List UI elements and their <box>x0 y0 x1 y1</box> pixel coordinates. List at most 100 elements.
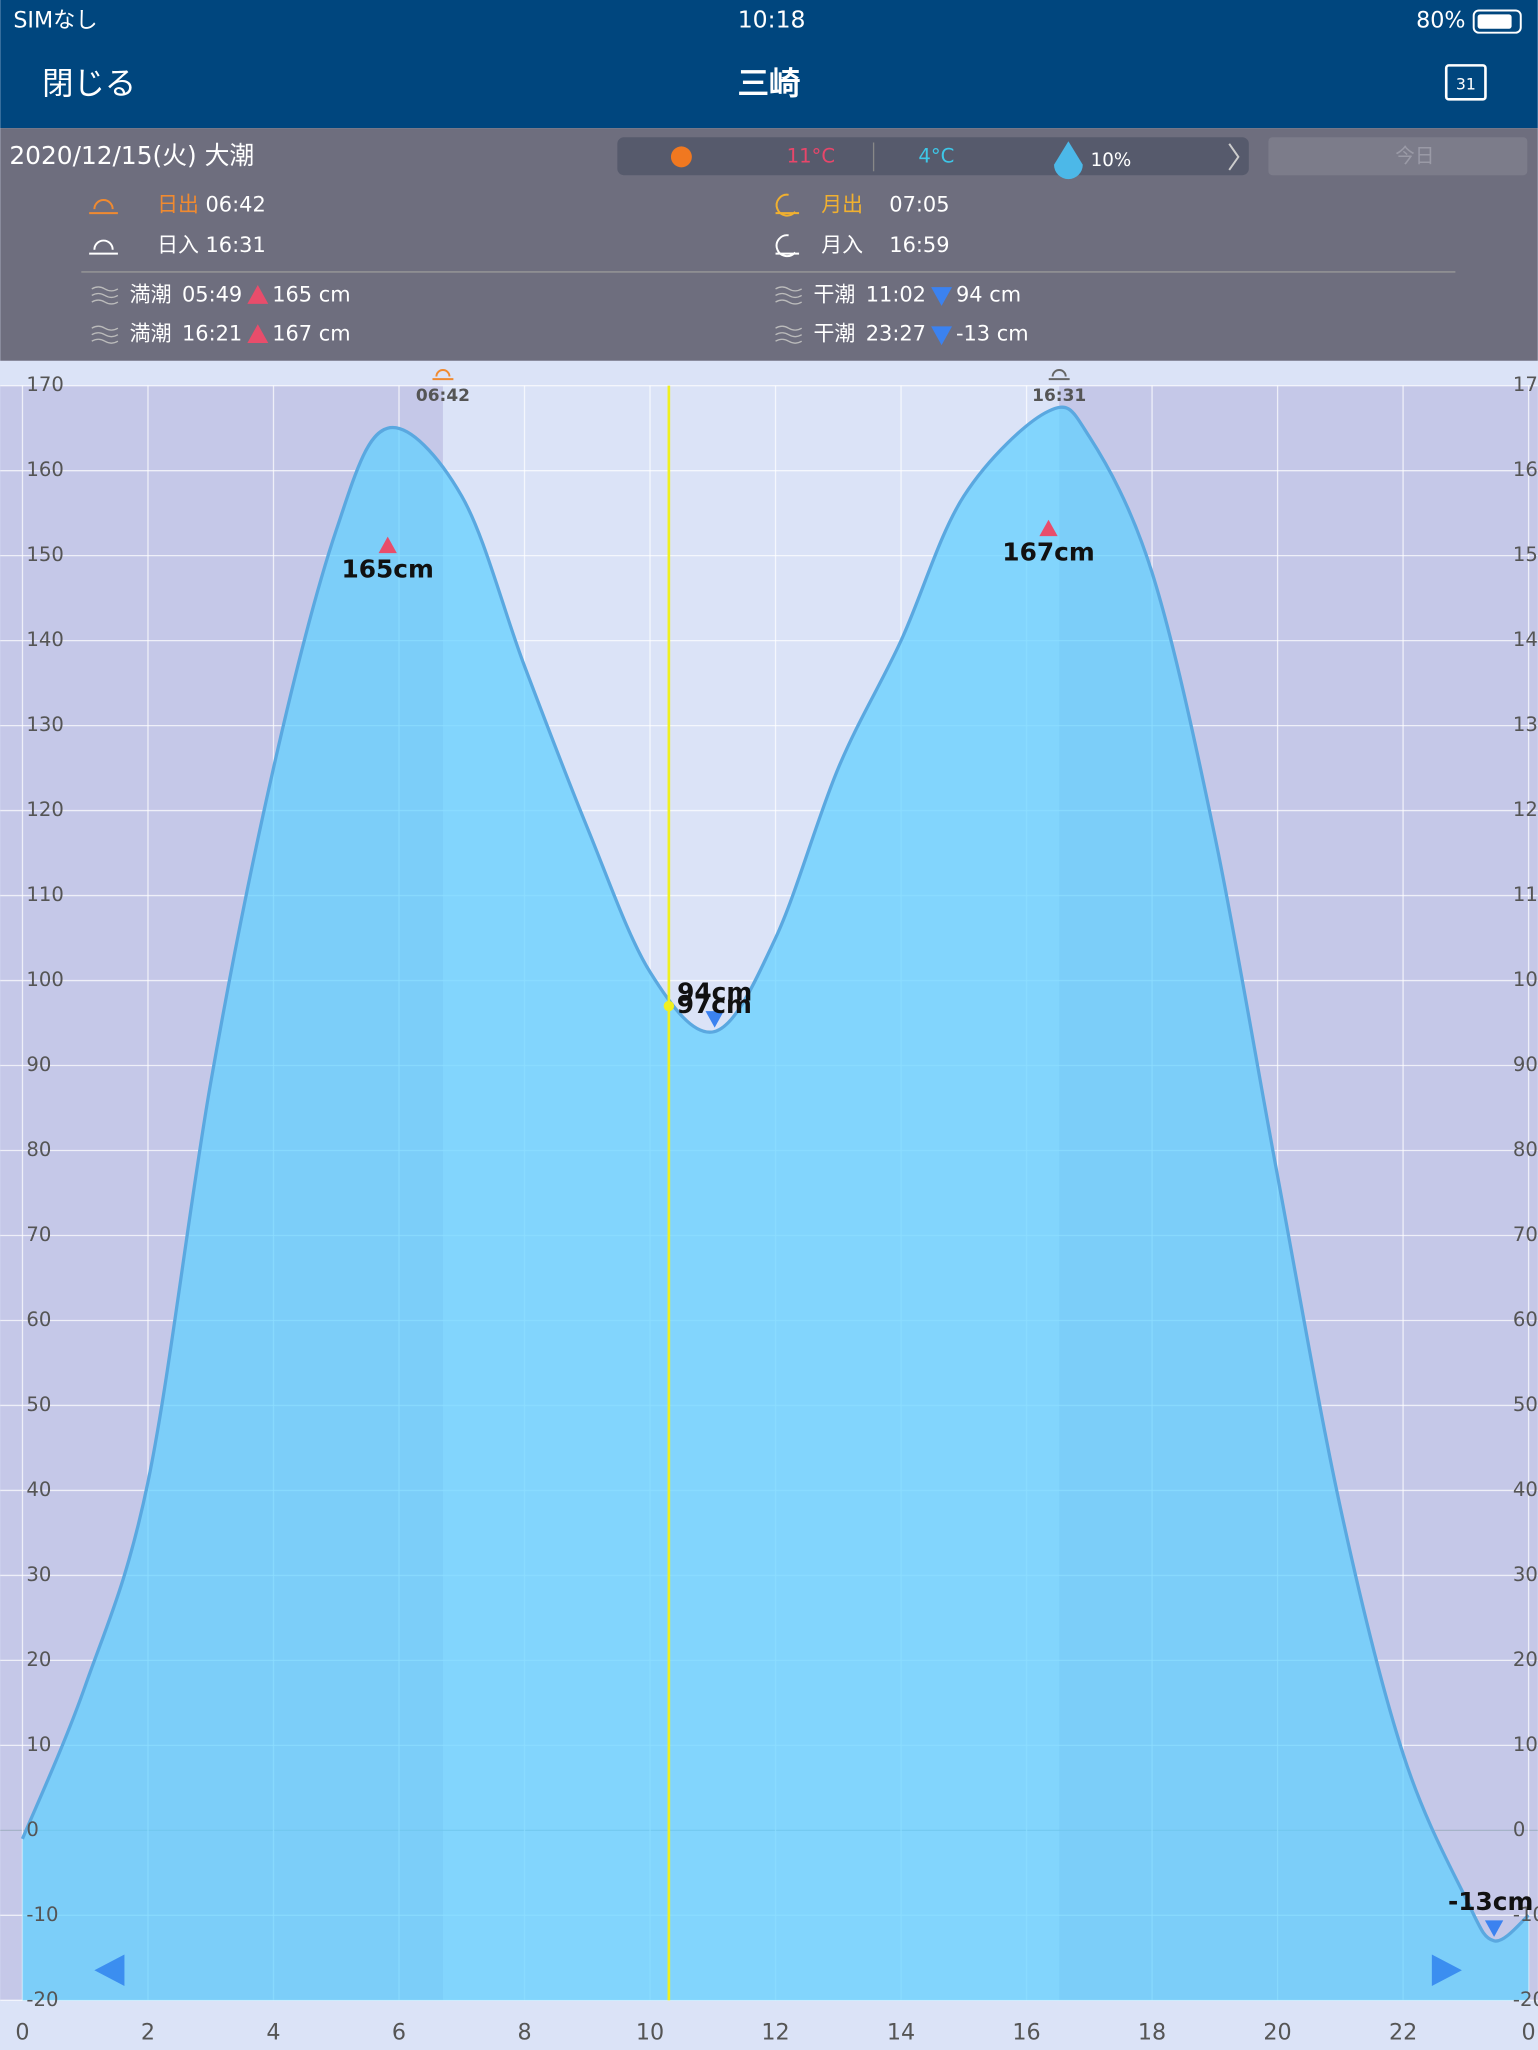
wave-icon <box>91 286 119 305</box>
y-tick-label-right: 80 <box>1513 1138 1538 1161</box>
tide-marker <box>247 324 269 344</box>
y-tick-label-right: 10 <box>1513 1733 1538 1756</box>
x-tick-label: 6 <box>392 2020 406 2046</box>
calendar-day: 31 <box>1456 74 1476 93</box>
x-tick-label: 22 <box>1389 2020 1417 2046</box>
extreme-label: 165cm <box>341 555 433 584</box>
y-tick-label: -10 <box>26 1903 58 1926</box>
sun-marker-time: 06:42 <box>416 386 470 406</box>
y-tick-label: 60 <box>26 1308 51 1331</box>
extreme-marker <box>378 536 397 554</box>
temp-low: 4°C <box>918 144 954 167</box>
y-tick-label: 150 <box>26 543 63 566</box>
moonrise-icon <box>775 193 800 217</box>
battery-level: 80% <box>1416 7 1465 33</box>
y-tick-label: 130 <box>26 713 63 736</box>
tide-label: 干潮 <box>813 282 855 306</box>
tide-label: 干潮 <box>813 322 855 346</box>
nav-title: 三崎 <box>738 66 801 102</box>
extreme-label: 167cm <box>1002 538 1094 567</box>
header-bg <box>0 0 1538 129</box>
y-tick-label: 80 <box>26 1138 51 1161</box>
y-tick-label-right: 40 <box>1513 1478 1538 1501</box>
y-tick-label-right: -10 <box>1513 1903 1538 1926</box>
y-tick-label: 40 <box>26 1478 51 1501</box>
calendar-icon <box>1444 64 1487 101</box>
date: 2020/12/15(火) 大潮 <box>9 141 254 170</box>
current-level-label: 97cm <box>677 990 752 1019</box>
weather-pill[interactable] <box>617 137 1249 176</box>
y-tick-label-right: 30 <box>1513 1563 1538 1586</box>
tide-marker <box>247 285 269 304</box>
x-tick-label: 8 <box>517 2020 531 2046</box>
y-tick-label-right: 120 <box>1513 798 1538 821</box>
tide-label: 満潮 <box>130 282 172 306</box>
temp-high: 11°C <box>787 144 835 167</box>
y-tick-label: 20 <box>26 1648 51 1671</box>
sun-marker-icon <box>1048 369 1070 381</box>
y-tick-label-right: 160 <box>1513 458 1538 481</box>
tide-marker <box>931 287 953 306</box>
moonset-icon <box>775 234 800 258</box>
y-tick-label: 30 <box>26 1563 51 1586</box>
extreme-marker <box>705 1011 724 1028</box>
wave-icon <box>91 325 119 344</box>
extreme-marker <box>1039 519 1058 537</box>
calendar-button[interactable]: 31 <box>1444 64 1487 101</box>
moonrise-label: 月出 <box>821 192 863 216</box>
sun-marker-time: 16:31 <box>1032 386 1086 406</box>
tide-level: 167 cm <box>272 322 350 346</box>
y-tick-label-right: 0 <box>1513 1818 1525 1841</box>
moonrise-time: 07:05 <box>889 192 949 216</box>
sunrise-icon <box>89 199 118 215</box>
y-tick-label: 170 <box>26 373 63 396</box>
y-tick-label: 90 <box>26 1053 51 1076</box>
tide-marker <box>931 326 953 346</box>
next-day-button[interactable] <box>1431 1954 1462 1986</box>
sunset-icon <box>89 239 118 255</box>
y-tick-label: -20 <box>26 1988 58 2011</box>
tide-time: 05:49 <box>182 282 242 306</box>
x-tick-label: 4 <box>266 2020 280 2046</box>
sun-icon <box>670 146 692 168</box>
x-tick-label: 0 <box>1522 2020 1536 2046</box>
sunrise-label: 日出 <box>157 192 199 216</box>
sunset-time: 16:31 <box>206 233 266 257</box>
sun-marker-icon <box>432 369 454 381</box>
y-tick-label-right: 170 <box>1513 373 1538 396</box>
battery-icon <box>1472 9 1522 34</box>
moonset-label: 月入 <box>821 233 863 257</box>
tide-line <box>20 405 1530 1943</box>
y-tick-label: 100 <box>26 968 63 991</box>
y-tick-label-right: 110 <box>1513 883 1538 906</box>
y-tick-label: 120 <box>26 798 63 821</box>
sunset-label: 日入 <box>157 233 199 257</box>
x-tick-label: 16 <box>1012 2020 1040 2046</box>
y-tick-label-right: 140 <box>1513 628 1538 651</box>
carrier: SIMなし <box>13 7 97 33</box>
close-button[interactable]: 閉じる <box>42 66 136 102</box>
chevron <box>1228 143 1240 171</box>
y-tick-label: 10 <box>26 1733 51 1756</box>
rain-chance: 10% <box>1091 150 1132 171</box>
current-level-dot <box>663 1000 675 1012</box>
tide-time: 23:27 <box>866 322 926 346</box>
y-tick-label-right: 60 <box>1513 1308 1538 1331</box>
y-tick-label: 0 <box>26 1818 38 1841</box>
tide-level: 94 cm <box>956 282 1021 306</box>
extreme-label: 94cm <box>677 978 752 1007</box>
tide-label: 満潮 <box>130 322 172 346</box>
x-tick-label: 10 <box>636 2020 664 2046</box>
extreme-label: -13cm <box>1448 1887 1533 1916</box>
prev-day-button[interactable] <box>94 1954 125 1986</box>
tide-time: 11:02 <box>866 282 926 306</box>
rain-icon <box>1054 141 1083 180</box>
y-tick-label: 70 <box>26 1223 51 1246</box>
clock: 10:18 <box>738 5 806 33</box>
tide-level: -13 cm <box>956 322 1029 346</box>
sunrise-time: 06:42 <box>206 192 266 216</box>
x-tick-label: 20 <box>1263 2020 1291 2046</box>
today-button[interactable] <box>1268 137 1528 176</box>
wave-icon <box>775 286 803 305</box>
